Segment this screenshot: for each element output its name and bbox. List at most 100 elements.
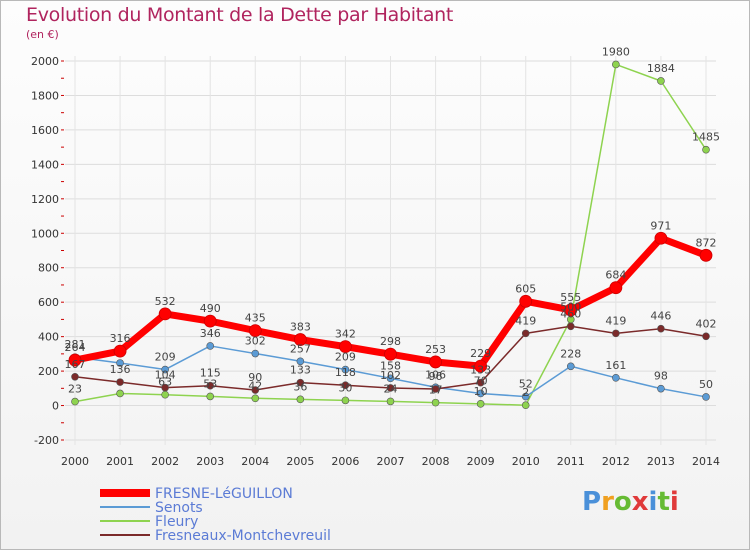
data-point xyxy=(657,324,665,333)
data-label: 342 xyxy=(335,328,356,341)
data-point xyxy=(113,344,127,358)
data-point xyxy=(116,378,124,386)
x-tick-label: 2010 xyxy=(512,455,540,468)
chart-title: Evolution du Montant de la Dette par Hab… xyxy=(26,4,454,26)
logo-letter: P xyxy=(582,487,602,517)
data-label: 70 xyxy=(474,374,488,387)
data-point xyxy=(296,357,305,366)
data-label: 106 xyxy=(425,368,446,381)
data-point xyxy=(116,389,124,398)
data-label: 10 xyxy=(474,385,488,398)
data-point xyxy=(476,400,485,408)
x-tick-label: 2013 xyxy=(647,455,675,468)
data-point xyxy=(612,374,620,382)
data-label: 402 xyxy=(696,317,717,330)
data-label: 209 xyxy=(155,351,176,364)
data-label: 228 xyxy=(560,347,581,360)
data-label: 50 xyxy=(699,378,713,391)
data-point xyxy=(521,329,530,338)
data-point xyxy=(657,384,665,393)
data-point xyxy=(431,398,440,407)
data-label: 52 xyxy=(519,378,533,391)
data-point xyxy=(161,383,169,392)
data-label: 133 xyxy=(290,364,311,377)
data-label: 460 xyxy=(560,307,581,320)
legend-label: FRESNE-LéGUILLON xyxy=(155,486,293,502)
data-point xyxy=(657,77,665,85)
data-label: 346 xyxy=(200,327,221,340)
data-label: 555 xyxy=(560,291,581,304)
data-point xyxy=(476,389,485,398)
y-tick-label: 600 xyxy=(38,296,59,309)
data-label: 281 xyxy=(65,338,86,351)
data-label: 24 xyxy=(384,382,398,395)
data-point xyxy=(293,333,307,346)
x-tick-label: 2008 xyxy=(422,455,450,468)
data-point xyxy=(203,314,217,328)
data-label: 17 xyxy=(429,384,443,397)
chart-subtitle: (en €) xyxy=(26,28,59,41)
data-point xyxy=(474,359,488,373)
y-tick-label: 1200 xyxy=(31,193,59,206)
x-tick-label: 2002 xyxy=(151,455,179,468)
data-label: 446 xyxy=(650,310,671,323)
logo-letter: t xyxy=(657,487,670,517)
legend-label: Fresneaux-Montchevreuil xyxy=(155,528,331,544)
data-label: 500 xyxy=(560,300,581,313)
data-label: 490 xyxy=(200,302,221,315)
data-point xyxy=(161,365,169,374)
data-label: 90 xyxy=(248,371,262,384)
data-point xyxy=(384,347,397,361)
data-label: 53 xyxy=(203,377,217,390)
data-label: 133 xyxy=(470,364,491,377)
data-label: 98 xyxy=(654,370,668,383)
data-label: 419 xyxy=(515,314,536,327)
data-point xyxy=(654,231,668,245)
legend-label: Senots xyxy=(155,500,203,516)
data-label: 302 xyxy=(245,335,266,348)
x-tick-label: 2007 xyxy=(377,455,405,468)
data-label: 136 xyxy=(110,363,131,376)
data-point xyxy=(116,359,124,367)
data-point xyxy=(296,395,305,404)
data-point xyxy=(521,401,530,410)
data-point xyxy=(429,355,442,369)
data-label: 104 xyxy=(155,369,176,382)
data-label: 209 xyxy=(335,351,356,364)
data-point xyxy=(386,384,395,392)
data-point xyxy=(431,385,440,393)
data-label: 161 xyxy=(605,359,626,372)
data-point xyxy=(702,332,710,341)
data-label: 253 xyxy=(425,343,446,356)
data-point xyxy=(386,374,395,383)
data-point xyxy=(699,248,713,262)
x-tick-label: 2005 xyxy=(286,455,314,468)
x-tick-label: 2003 xyxy=(196,455,224,468)
data-label: 1980 xyxy=(602,45,630,58)
data-label: 23 xyxy=(68,383,82,396)
data-label: 872 xyxy=(696,236,717,249)
data-point xyxy=(339,340,352,354)
data-point xyxy=(341,365,350,374)
y-tick-label: 0 xyxy=(52,400,59,413)
data-label: 229 xyxy=(470,347,491,360)
y-tick-label: 1800 xyxy=(31,89,59,102)
logo-letter: x xyxy=(631,487,649,517)
data-point xyxy=(206,342,215,350)
data-label: 2 xyxy=(522,386,529,399)
data-point xyxy=(251,386,260,394)
data-point xyxy=(251,349,260,358)
data-point xyxy=(609,281,623,295)
data-point xyxy=(251,394,260,403)
data-point xyxy=(702,145,710,154)
data-point xyxy=(702,393,710,401)
y-tick-label: 1000 xyxy=(31,227,59,240)
data-point xyxy=(71,397,79,406)
x-tick-label: 2014 xyxy=(692,455,720,468)
data-point xyxy=(519,294,533,308)
logo-letter: i xyxy=(648,487,658,517)
data-point xyxy=(296,378,305,387)
data-point xyxy=(612,329,620,338)
y-tick-label: 400 xyxy=(38,331,59,344)
